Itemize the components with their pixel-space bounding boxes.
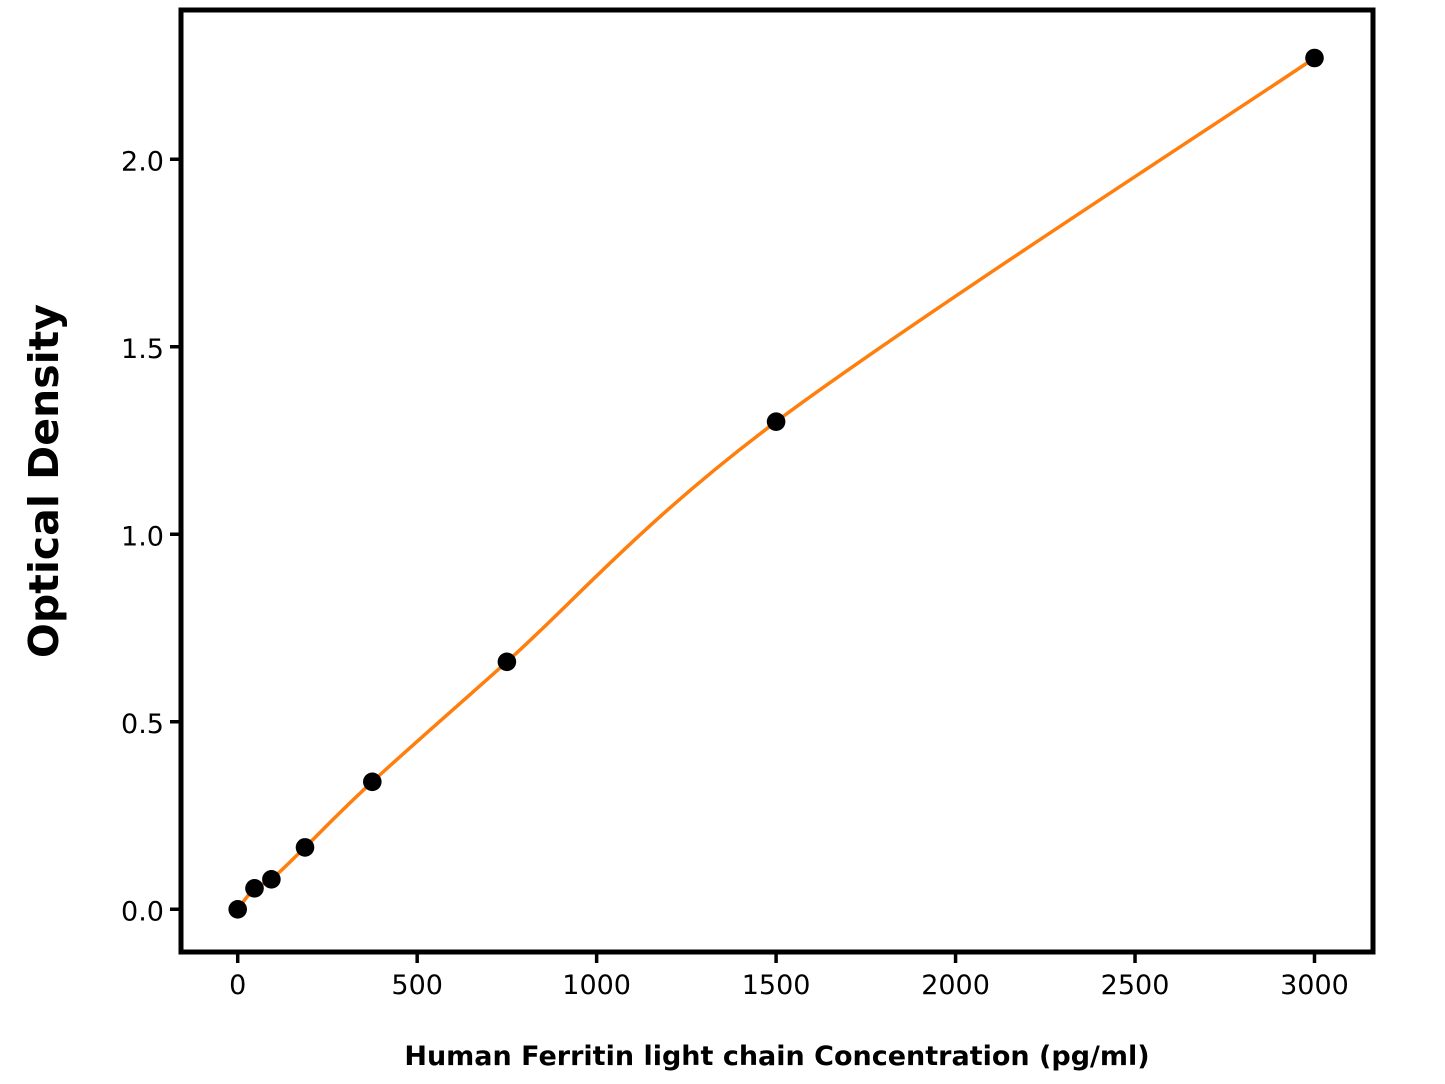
x-tick-label: 1500 <box>742 970 811 1001</box>
axes-spines <box>178 7 1376 955</box>
data-point-marker <box>363 772 382 792</box>
y-axis-label: Optical Density <box>20 304 68 658</box>
x-tick-label: 2500 <box>1101 970 1170 1001</box>
x-tick-label: 1000 <box>562 970 631 1001</box>
y-tick-label: 2.0 <box>121 146 164 177</box>
y-tick-label: 0.0 <box>121 896 164 927</box>
data-point-marker <box>766 412 786 432</box>
data-point-marker <box>497 652 517 672</box>
data-point-marker <box>245 879 264 898</box>
y-tick-label: 1.0 <box>121 521 164 552</box>
x-axis-ticks: 0 500 1000 1500 2000 2500 3000 <box>229 954 1349 1001</box>
fitted-curve-line <box>235 56 1317 912</box>
plot-frame <box>178 7 1376 955</box>
data-point-marker <box>228 900 247 919</box>
x-tick-label: 0 <box>229 970 246 1001</box>
y-tick-label: 1.5 <box>121 334 164 365</box>
x-tick-label: 3000 <box>1280 970 1349 1001</box>
data-points <box>228 48 1324 919</box>
x-tick-label: 500 <box>391 970 443 1001</box>
y-axis-ticks: 0.0 0.5 1.0 1.5 2.0 <box>121 146 179 927</box>
x-axis-label: Human Ferritin light chain Concentration… <box>404 1041 1149 1072</box>
x-tick-label: 2000 <box>921 970 990 1001</box>
data-point-marker <box>262 870 281 889</box>
data-point-marker <box>1305 48 1324 68</box>
data-point-marker <box>295 838 315 857</box>
y-tick-label: 0.5 <box>121 709 164 740</box>
